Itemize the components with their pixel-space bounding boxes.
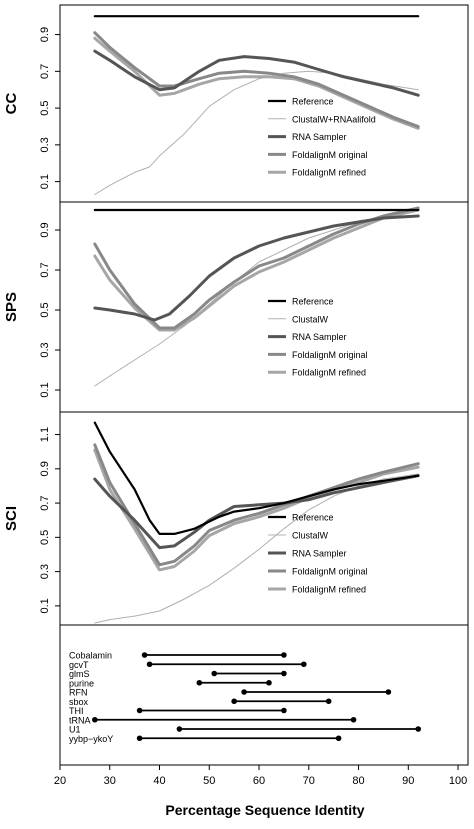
legend-label-CC-clustal: ClustalW+RNAalifold [292, 114, 376, 124]
y-tick-label-SPS-3: 0.7 [39, 262, 51, 277]
y-tick-label-SCI-3: 0.7 [39, 495, 51, 510]
range-end-dot-3 [266, 679, 272, 686]
y-tick-label-SCI-5: 1.1 [39, 427, 51, 442]
y-axis-title-SPS: SPS [3, 292, 20, 322]
y-tick-label-SCI-0: 0.1 [39, 598, 51, 613]
legend-label-SCI-fold_original: FoldalignM original [292, 567, 368, 577]
legend-label-SPS-clustal: ClustalW [292, 314, 329, 324]
x-tick-label-6: 80 [352, 775, 364, 787]
y-tick-label-CC-0: 0.1 [39, 174, 51, 189]
range-end-dot-1 [301, 661, 307, 668]
range-end-dot-5 [325, 698, 332, 705]
panel-frame-1 [59, 4, 469, 203]
range-start-dot-9 [136, 735, 143, 742]
y-tick-label-SPS-0: 0.1 [39, 382, 51, 397]
range-label-7: tRNA [69, 715, 91, 725]
range-label-1: gcvT [69, 660, 89, 670]
series-line-SCI-clustal [94, 473, 419, 624]
y-tick-label-SPS-2: 0.5 [39, 302, 51, 317]
range-end-dot-6 [281, 707, 287, 714]
range-start-dot-0 [141, 652, 148, 658]
range-end-dot-2 [281, 670, 287, 677]
y-tick-label-CC-1: 0.3 [39, 137, 51, 152]
legend-label-SPS-rnasampler: RNA Sampler [292, 332, 347, 342]
legend-label-SCI-clustal: ClustalW [292, 531, 329, 541]
y-tick-label-CC-4: 0.9 [39, 27, 51, 42]
range-start-dot-2 [211, 670, 218, 677]
range-label-9: yybp−ykoY [69, 734, 113, 744]
range-label-4: RFN [69, 688, 88, 698]
x-axis-label: Percentage Sequence Identity [165, 802, 364, 818]
y-tick-label-SCI-2: 0.5 [39, 530, 51, 545]
range-label-0: Cobalamin [69, 651, 112, 661]
range-end-dot-8 [415, 726, 422, 732]
legend-label-CC-fold_refined: FoldalignM refined [292, 168, 366, 178]
range-label-5: sbox [69, 697, 89, 707]
y-tick-label-SPS-4: 0.9 [39, 222, 51, 237]
y-tick-label-CC-3: 0.7 [39, 64, 51, 79]
x-tick-label-1: 30 [104, 775, 116, 787]
legend-label-SCI-reference: Reference [292, 513, 334, 523]
panel-frame-2 [59, 201, 469, 413]
x-tick-label-7: 90 [402, 775, 414, 787]
series-line-SPS-fold_original [93, 206, 420, 330]
legend-label-CC-reference: Reference [292, 97, 334, 107]
range-label-2: glmS [69, 669, 90, 679]
range-start-dot-4 [241, 689, 247, 695]
y-tick-label-CC-2: 0.5 [39, 100, 51, 115]
range-label-8: U1 [69, 725, 81, 735]
range-end-dot-7 [350, 716, 357, 723]
legend-label-SPS-fold_refined: FoldalignM refined [292, 368, 366, 378]
range-start-dot-6 [136, 707, 143, 714]
series-line-SCI-reference [93, 421, 420, 536]
y-tick-label-SPS-1: 0.3 [39, 342, 51, 357]
x-tick-label-8: 100 [449, 775, 467, 787]
range-start-dot-1 [146, 661, 153, 668]
y-tick-label-SCI-4: 0.9 [39, 461, 51, 476]
legend-label-CC-fold_original: FoldalignM original [292, 150, 368, 160]
x-tick-label-4: 60 [253, 775, 265, 787]
series-line-SCI-fold_original [93, 443, 420, 567]
series-line-CC-rnasampler [93, 49, 420, 97]
range-start-dot-7 [92, 716, 98, 723]
range-start-dot-5 [231, 698, 237, 705]
series-line-CC-clustal [94, 70, 419, 195]
x-tick-label-5: 70 [303, 775, 315, 787]
legend-label-SPS-reference: Reference [292, 297, 334, 307]
range-label-6: THI [69, 706, 84, 716]
series-line-CC-fold_original [93, 31, 420, 128]
range-start-dot-8 [176, 726, 183, 732]
series-line-SPS-clustal [94, 209, 419, 387]
legend-label-SCI-fold_refined: FoldalignM refined [292, 585, 366, 595]
x-tick-label-0: 20 [54, 775, 66, 787]
range-end-dot-4 [385, 689, 392, 695]
range-end-dot-9 [335, 735, 342, 742]
panel-frame-3 [59, 411, 469, 626]
series-line-SCI-fold_refined [93, 448, 420, 572]
range-label-3: purine [69, 678, 94, 688]
legend-label-CC-rnasampler: RNA Sampler [292, 132, 347, 142]
panel-frame-4 [59, 624, 469, 766]
y-axis-title-SCI: SCI [3, 506, 20, 531]
y-axis-title-CC: CC [3, 93, 20, 115]
x-tick-label-2: 40 [153, 775, 165, 787]
y-tick-label-SCI-1: 0.3 [39, 564, 51, 579]
range-start-dot-3 [196, 679, 203, 686]
series-line-SCI-rnasampler [93, 474, 420, 550]
range-end-dot-0 [281, 652, 287, 658]
series-line-CC-fold_refined [93, 36, 420, 130]
series-line-SPS-rnasampler [93, 214, 420, 322]
legend-label-SPS-fold_original: FoldalignM original [292, 350, 368, 360]
legend-label-SCI-rnasampler: RNA Sampler [292, 549, 347, 559]
x-tick-label-3: 50 [203, 775, 215, 787]
